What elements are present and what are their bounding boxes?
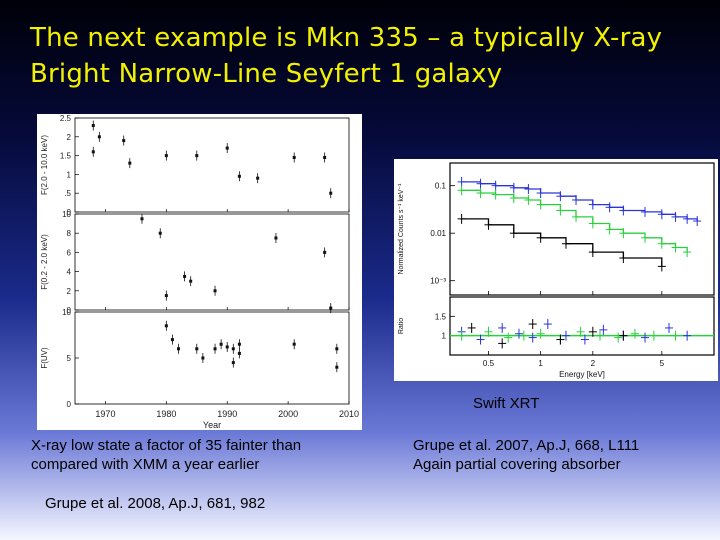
title-line-2: Bright Narrow-Line Seyfert 1 galaxy bbox=[30, 59, 503, 89]
lc-x-tick-label: 2000 bbox=[278, 409, 298, 419]
lc-data-point bbox=[189, 279, 193, 283]
lc-data-point bbox=[237, 174, 241, 178]
lc-y-tick-label: 6 bbox=[67, 248, 72, 257]
lc-y-tick-label: 10 bbox=[62, 210, 71, 219]
lc-data-point bbox=[170, 338, 174, 342]
lc-x-tick-label: 1980 bbox=[156, 409, 176, 419]
lc-data-point bbox=[201, 356, 205, 360]
lc-data-point bbox=[237, 351, 241, 355]
lc-data-point bbox=[335, 365, 339, 369]
lc-data-point bbox=[237, 342, 241, 346]
lc-data-point bbox=[97, 135, 101, 139]
lc-data-point bbox=[213, 289, 217, 293]
lc-y-tick-label: 0 bbox=[67, 400, 72, 409]
xrt-spectrum-plot: 0.1 0.01 10⁻³ Normalized Counts s⁻¹ keV⁻¹ 1.… bbox=[398, 162, 715, 379]
sp-y-tick-label: 1 bbox=[442, 332, 447, 341]
lc-data-point bbox=[329, 306, 333, 310]
lc-data-point bbox=[158, 231, 162, 235]
lc-data-point bbox=[225, 146, 229, 150]
lc-data-point bbox=[323, 155, 327, 159]
lc-data-point bbox=[195, 154, 199, 158]
lc-data-point bbox=[128, 161, 132, 165]
lc-data-point bbox=[122, 139, 126, 143]
light-curve-plot: 0 .5 1 1.5 2 2.5 F(2.0 - 10.0 keV) 0 2 4 6 8 10 F(0.2… bbox=[40, 114, 359, 430]
lc-x-axis-label: Year bbox=[203, 420, 221, 430]
lc-data-point bbox=[256, 176, 260, 180]
lc-y-axis-label: F(0.2 - 2.0 keV) bbox=[40, 234, 49, 290]
lc-data-point bbox=[91, 124, 95, 128]
left-caption-line-1: X-ray low state a factor of 35 fainter t… bbox=[31, 437, 302, 454]
lc-y-tick-label: 2 bbox=[67, 133, 72, 142]
sp-x-tick-label: 2 bbox=[591, 359, 596, 368]
lc-y-tick-label: 0 bbox=[67, 208, 72, 217]
spectrum-figure: 0.1 0.01 10⁻³ Normalized Counts s⁻¹ keV⁻¹ 1.… bbox=[394, 159, 718, 381]
lc-x-tick-label: 1970 bbox=[95, 409, 115, 419]
sp-model-line bbox=[461, 218, 663, 267]
lc-data-point bbox=[213, 347, 217, 351]
lc-data-point bbox=[164, 324, 168, 328]
lc-y-axis-label: F(UV) bbox=[40, 347, 49, 369]
lc-data-point bbox=[323, 250, 327, 254]
sp-y-axis-label: Normalized Counts s⁻¹ keV⁻¹ bbox=[398, 183, 405, 275]
lc-data-point bbox=[91, 150, 95, 154]
sp-y-tick-label: 0.1 bbox=[435, 182, 447, 191]
left-caption: X-ray low state a factor of 35 fainter t… bbox=[31, 436, 301, 474]
lc-data-point bbox=[164, 154, 168, 158]
light-curve-figure: 0 .5 1 1.5 2 2.5 F(2.0 - 10.0 keV) 0 2 4 6 8 10 F(0.2… bbox=[37, 114, 362, 430]
lc-panel-frame bbox=[74, 213, 350, 311]
lc-data-point bbox=[195, 347, 199, 351]
lc-x-tick-label: 2010 bbox=[339, 409, 359, 419]
left-caption-line-2: compared with XMM a year earlier bbox=[31, 456, 260, 473]
lc-x-tick-label: 1990 bbox=[217, 409, 237, 419]
lc-data-point bbox=[183, 274, 187, 278]
sp-y-tick-label: 1.5 bbox=[435, 312, 447, 321]
swift-xrt-label: Swift XRT bbox=[473, 395, 540, 412]
sp-y-axis-label: Ratio bbox=[398, 318, 405, 334]
lc-y-tick-label: 5 bbox=[67, 354, 72, 363]
lc-y-tick-label: 10 bbox=[62, 308, 71, 317]
right-caption-line-2: Again partial covering absorber bbox=[413, 456, 621, 473]
lc-data-point bbox=[292, 155, 296, 159]
title-line-1: The next example is Mkn 335 – a typicall… bbox=[30, 23, 663, 53]
sp-y-tick-label: 0.01 bbox=[430, 229, 446, 238]
lc-data-point bbox=[335, 347, 339, 351]
sp-x-tick-label: 5 bbox=[660, 359, 665, 368]
sp-x-tick-label: 1 bbox=[538, 359, 543, 368]
sp-x-axis-label: Energy [keV] bbox=[559, 370, 605, 379]
lc-y-tick-label: 2 bbox=[67, 287, 72, 296]
lc-data-point bbox=[177, 347, 181, 351]
sp-y-tick-label: 10⁻³ bbox=[430, 277, 446, 286]
sp-panel-frame bbox=[449, 162, 715, 296]
lc-data-point bbox=[329, 191, 333, 195]
lc-y-tick-label: 4 bbox=[67, 268, 72, 277]
lc-data-point bbox=[292, 342, 296, 346]
right-caption-line-1: Grupe et al. 2007, Ap.J, 668, L111 bbox=[413, 437, 640, 454]
lc-data-point bbox=[231, 361, 235, 365]
lc-y-axis-label: F(2.0 - 10.0 keV) bbox=[40, 135, 49, 195]
lc-data-point bbox=[225, 345, 229, 349]
lc-data-point bbox=[231, 347, 235, 351]
left-reference: Grupe et al. 2008, Ap.J, 681, 982 bbox=[45, 495, 266, 512]
lc-y-tick-label: 1.5 bbox=[60, 152, 72, 161]
right-caption: Grupe et al. 2007, Ap.J, 668, L111 Again… bbox=[413, 436, 639, 474]
sp-x-tick-label: 0.5 bbox=[483, 359, 495, 368]
lc-panel-frame bbox=[74, 117, 350, 213]
lc-y-tick-label: .5 bbox=[64, 189, 71, 198]
sp-panel-frame bbox=[449, 296, 715, 356]
lc-y-tick-label: 8 bbox=[67, 229, 72, 238]
lc-panel-frame bbox=[74, 311, 350, 405]
lc-data-point bbox=[219, 342, 223, 346]
lc-y-tick-label: 1 bbox=[67, 170, 72, 179]
lc-y-tick-label: 0 bbox=[67, 306, 72, 315]
lc-data-point bbox=[274, 236, 278, 240]
lc-data-point bbox=[140, 217, 144, 221]
slide-title: The next example is Mkn 335 – a typicall… bbox=[30, 20, 710, 92]
lc-data-point bbox=[164, 294, 168, 298]
lc-y-tick-label: 2.5 bbox=[60, 114, 72, 123]
